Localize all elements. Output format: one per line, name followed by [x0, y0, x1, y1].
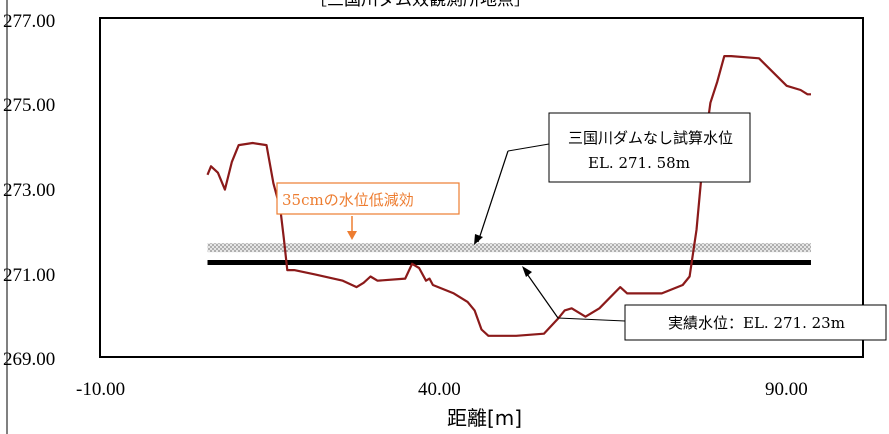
actual-callout-arrow — [524, 270, 559, 319]
actual-callout: 実績水位：EL. 271. 23m — [522, 266, 887, 341]
no-dam-callout-box — [548, 112, 751, 183]
no-dam-callout-leader — [507, 143, 550, 152]
x-tick-label: 40.00 — [418, 379, 461, 400]
x-tick-label: -10.00 — [76, 379, 125, 400]
x-axis-label: 距離[m] — [447, 406, 522, 430]
x-axis: -10.00 40.00 90.00 — [76, 379, 808, 400]
y-tick-label: 277.00 — [3, 11, 55, 32]
x-tick-label: 90.00 — [765, 379, 808, 400]
actual-callout-box — [624, 304, 887, 341]
no-dam-water-level-band — [207, 243, 811, 253]
actual-callout-text: 実績水位：EL. 271. 23m — [668, 314, 845, 332]
chart-title: ［三国川ダム效観測所地点］ — [310, 0, 531, 10]
no-dam-callout-arrow — [477, 150, 509, 243]
effect-label: 35cmの水位低減効 — [282, 191, 414, 209]
no-dam-callout: 三国川ダムなし試算水位 EL. 271. 58m — [474, 112, 751, 245]
no-dam-callout-text: 三国川ダムなし試算水位 — [568, 129, 733, 147]
y-axis: 277.00 275.00 273.00 271.00 269.00 — [3, 11, 55, 370]
effect-annotation: 35cmの水位低減効 — [276, 182, 460, 240]
y-tick-label: 273.00 — [3, 180, 55, 201]
no-dam-callout-value: EL. 271. 58m — [588, 154, 690, 172]
plot-area — [99, 17, 864, 358]
y-tick-label: 269.00 — [3, 349, 55, 370]
effect-label-box — [276, 182, 460, 215]
actual-callout-arrow-head — [522, 266, 532, 277]
y-tick-label: 275.00 — [3, 95, 55, 116]
no-dam-callout-arrow-head — [474, 234, 483, 245]
effect-arrow-head — [347, 231, 357, 240]
y-tick-label: 271.00 — [3, 265, 55, 286]
actual-callout-leader — [557, 317, 626, 322]
